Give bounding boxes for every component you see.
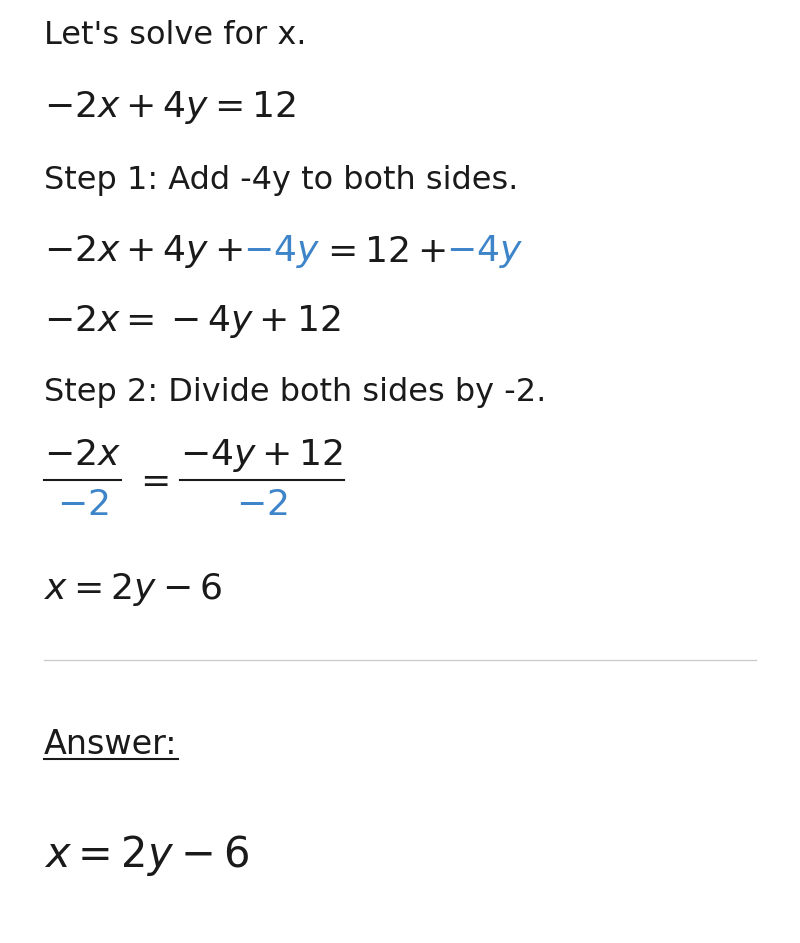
Text: Step 1: Add -4y to both sides.: Step 1: Add -4y to both sides. [44, 164, 518, 195]
Text: $-2x$: $-2x$ [44, 438, 121, 472]
Text: $x = 2y - 6$: $x = 2y - 6$ [44, 833, 249, 878]
Text: $-2$: $-2$ [236, 488, 288, 522]
Text: Let's solve for x.: Let's solve for x. [44, 20, 306, 51]
Text: $x = 2y - 6$: $x = 2y - 6$ [44, 571, 222, 608]
Text: Step 2: Divide both sides by -2.: Step 2: Divide both sides by -2. [44, 377, 546, 408]
Text: $-2$: $-2$ [57, 488, 108, 522]
Text: $ = 12 + $: $ = 12 + $ [320, 235, 446, 269]
Text: $-2x + 4y = 12$: $-2x + 4y = 12$ [44, 90, 296, 126]
Text: $-4y + 12$: $-4y + 12$ [181, 437, 344, 473]
Text: $-2x = -4y + 12$: $-2x = -4y + 12$ [44, 304, 340, 340]
Text: $-4y$: $-4y$ [243, 234, 320, 271]
Text: $-4y$: $-4y$ [446, 234, 522, 271]
Text: $-2x + 4y + $: $-2x + 4y + $ [44, 234, 243, 271]
Text: Answer:: Answer: [44, 729, 178, 762]
Text: $=$: $=$ [133, 463, 169, 497]
